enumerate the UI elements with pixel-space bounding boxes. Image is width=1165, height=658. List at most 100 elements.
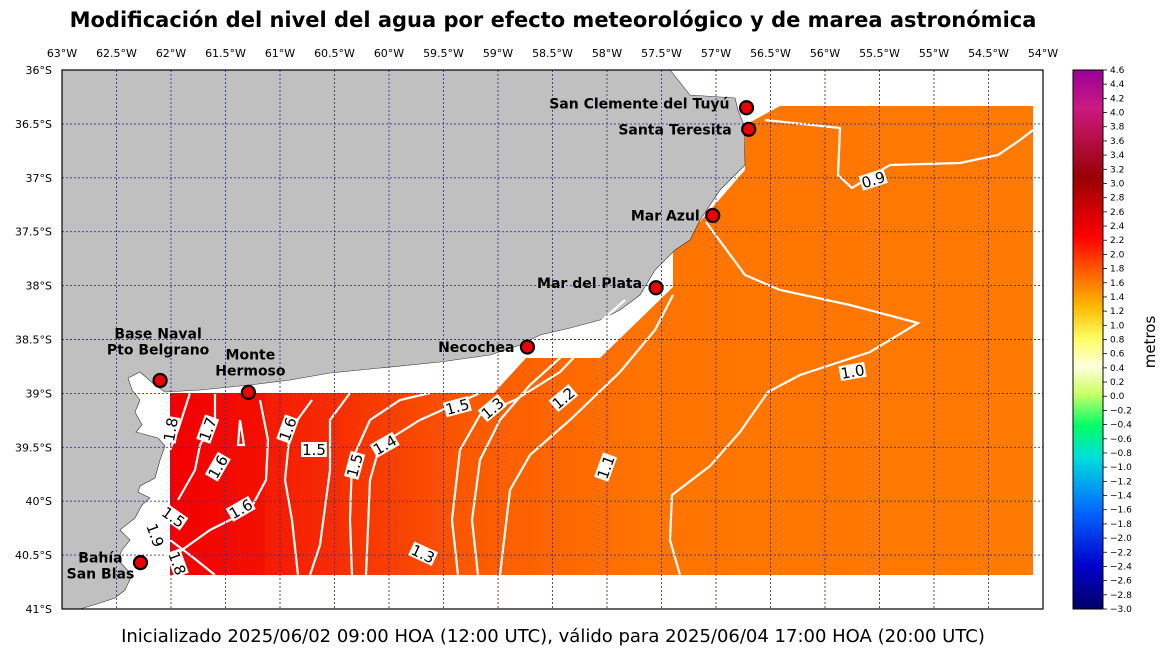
colorbar-tick: 2.0 xyxy=(1110,250,1125,260)
graticule xyxy=(62,70,1043,609)
colorbar-tick: 1.4 xyxy=(1110,293,1125,303)
lon-tick-label: 59°W xyxy=(483,47,513,60)
lon-tick-label: 63°W xyxy=(47,47,77,60)
station-label: Santa Teresita xyxy=(618,122,731,138)
colorbar-tick: −2.8 xyxy=(1110,591,1132,601)
lon-tick-label: 56°W xyxy=(810,47,840,60)
colorbar-tick: 3.4 xyxy=(1110,151,1125,161)
lon-tick-label: 60°W xyxy=(374,47,404,60)
colorbar-tick: −2.2 xyxy=(1110,548,1132,558)
lat-tick-label: 40°S xyxy=(26,495,52,508)
colorbar-tick: 0.6 xyxy=(1110,350,1125,360)
colorbar-tick: 4.2 xyxy=(1110,94,1124,104)
colorbar-tick: 3.6 xyxy=(1110,137,1125,147)
lon-tick-label: 57.5°W xyxy=(641,47,682,60)
colorbar-tick: −2.6 xyxy=(1110,577,1132,587)
colorbar-tick: 4.4 xyxy=(1110,80,1125,90)
colorbar-tick: 3.8 xyxy=(1110,123,1125,133)
lat-axis-labels: 36°S 36.5°S 37°S 37.5°S 38°S 38.5°S 39°S 39.5°S… xyxy=(15,64,52,616)
contour-label: 1.5 xyxy=(302,441,326,459)
lon-tick-label: 58.5°W xyxy=(532,47,573,60)
lon-tick-label: 59.5°W xyxy=(423,47,464,60)
colorbar-tick: −0.2 xyxy=(1110,406,1132,416)
colorbar-tick: 3.2 xyxy=(1110,165,1124,175)
colorbar-tick: 4.6 xyxy=(1110,66,1125,76)
lat-tick-label: 38°S xyxy=(26,280,52,293)
colorbar xyxy=(1072,69,1104,610)
colorbar-tick: 4.0 xyxy=(1110,109,1125,119)
lat-tick-label: 40.5°S xyxy=(15,549,52,562)
lon-tick-label: 56.5°W xyxy=(750,47,791,60)
colorbar-tick: 2.4 xyxy=(1110,222,1125,232)
colorbar-tick: 0.0 xyxy=(1110,392,1125,402)
lon-tick-label: 57°W xyxy=(701,47,731,60)
map-title: Modificación del nivel del agua por efec… xyxy=(69,8,1037,32)
colorbar-tick: 1.2 xyxy=(1110,307,1124,317)
colorbar-tick: −1.4 xyxy=(1110,492,1132,502)
forecast-field xyxy=(170,106,1033,575)
station-marker[interactable] xyxy=(741,121,757,137)
colorbar-tick: 1.0 xyxy=(1110,321,1125,331)
contour-label: 1.5 xyxy=(343,452,367,480)
colorbar-tick: −0.4 xyxy=(1110,421,1132,431)
lat-tick-label: 39°S xyxy=(26,387,52,400)
station-label: Bahía San Blas xyxy=(67,551,135,583)
colorbar-tick: −1.2 xyxy=(1110,477,1132,487)
station-marker[interactable] xyxy=(132,555,149,571)
lat-tick-label: 41°S xyxy=(26,603,52,616)
colorbar-tick: −1.6 xyxy=(1110,506,1132,516)
colorbar-tick: 0.8 xyxy=(1110,336,1125,346)
lon-tick-label: 55°W xyxy=(919,47,949,60)
map-footer: Inicializado 2025/06/02 09:00 HOA (12:00… xyxy=(121,626,985,647)
lat-tick-label: 38.5°S xyxy=(15,334,52,347)
station-marker[interactable] xyxy=(738,100,755,116)
contour-lines xyxy=(139,118,1034,576)
lat-tick-label: 37°S xyxy=(26,172,52,185)
colorbar-tick: −0.6 xyxy=(1110,435,1132,445)
colorbar-tick: −2.0 xyxy=(1110,534,1132,544)
colorbar-tick: 2.2 xyxy=(1110,236,1124,246)
lon-tick-label: 60.5°W xyxy=(314,47,355,60)
station-label: Mar Azul xyxy=(631,209,700,225)
colorbar-tick: −1.0 xyxy=(1110,463,1132,473)
lon-tick-label: 61°W xyxy=(265,47,295,60)
lon-axis-labels: 63°W 62.5°W 62°W 61.5°W 61°W 60.5°W 60°W 59.5°W… xyxy=(47,47,1058,60)
map-frame xyxy=(61,69,1044,610)
colorbar-tick: 2.6 xyxy=(1110,208,1125,218)
station-label: Mar del Plata xyxy=(537,276,642,292)
lon-tick-label: 54.5°W xyxy=(968,47,1009,60)
colorbar-label: metros xyxy=(1141,316,1159,369)
contour-label: 1.0 xyxy=(839,361,866,383)
colorbar-tick: 2.8 xyxy=(1110,194,1125,204)
colorbar-tick: 3.0 xyxy=(1110,179,1125,189)
lon-tick-label: 58°W xyxy=(592,47,622,60)
colorbar-tick: 0.2 xyxy=(1110,378,1124,388)
colorbar-tick: 1.8 xyxy=(1110,265,1125,275)
station-label: Necochea xyxy=(438,340,514,356)
station-marker[interactable] xyxy=(240,384,256,400)
station-label: San Clemente del Tuyú xyxy=(549,97,729,113)
lon-tick-label: 61.5°W xyxy=(205,47,246,60)
colorbar-tick: 0.4 xyxy=(1110,364,1125,374)
lat-tick-label: 36.5°S xyxy=(15,118,52,131)
lon-tick-label: 62°W xyxy=(156,47,186,60)
station-label: Monte Hermoso xyxy=(215,347,286,379)
colorbar-tick: −2.4 xyxy=(1110,562,1132,572)
station-marker[interactable] xyxy=(705,207,721,224)
colorbar-tick: −3.0 xyxy=(1110,605,1132,615)
contour-label: 1.8 xyxy=(160,416,182,443)
station-marker[interactable] xyxy=(152,372,168,389)
colorbar-tick: 1.6 xyxy=(1110,279,1125,289)
station-marker[interactable] xyxy=(519,339,536,355)
colorbar-tick: −0.8 xyxy=(1110,449,1132,459)
lat-tick-label: 39.5°S xyxy=(15,441,52,454)
lon-tick-label: 55.5°W xyxy=(859,47,900,60)
station-label: Base Naval Pto Belgrano xyxy=(107,326,210,358)
colorbar-tick: −1.8 xyxy=(1110,520,1132,530)
contour-label: 1.5 xyxy=(444,395,472,419)
lat-tick-label: 37.5°S xyxy=(15,226,52,239)
station-marker[interactable] xyxy=(648,280,664,296)
lat-tick-label: 36°S xyxy=(26,64,52,77)
lon-tick-label: 54°W xyxy=(1028,47,1058,60)
